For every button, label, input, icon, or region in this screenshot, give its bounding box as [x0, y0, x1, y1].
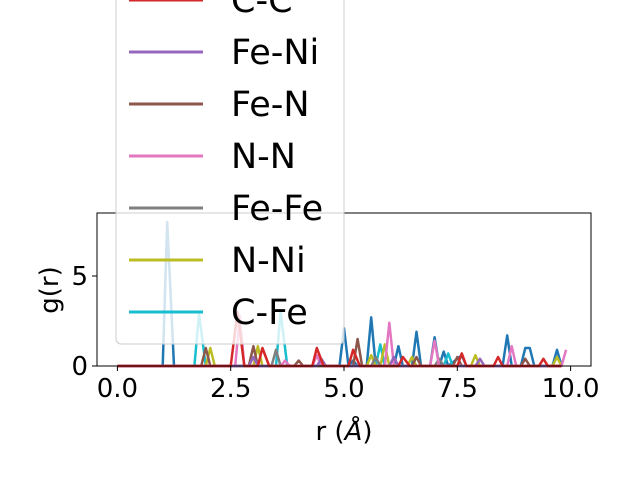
legend-label-fe-fe: Fe-Fe [231, 189, 323, 229]
x-tick-label: 10.0 [542, 374, 600, 404]
series-line-fe-fe [117, 348, 562, 368]
y-axis-label: g(r) [35, 266, 65, 313]
legend-label-fe-n: Fe-N [231, 85, 310, 125]
legend-box [115, 0, 345, 345]
y-tick-label: 0 [71, 352, 88, 382]
x-axis-label: r (Å) [315, 415, 372, 447]
ticks-layer: 0.0 2.5 5.0 7.5 10.0 0 5 [71, 262, 599, 404]
legend-label-c-c: C-C [231, 0, 293, 21]
x-tick-label: 0.0 [97, 374, 138, 404]
legend-label-fe-ni: Fe-Ni [231, 33, 319, 73]
x-tick-label: 2.5 [210, 374, 251, 404]
x-tick-label: 5.0 [323, 374, 364, 404]
legend-label-n-n: N-N [231, 137, 296, 177]
legend: C-C Fe-Ni Fe-N N-N Fe-Fe N-Ni C-Fe [115, 0, 345, 345]
legend-label-n-ni: N-Ni [231, 241, 306, 281]
y-tick-label: 5 [71, 262, 88, 292]
x-tick-label: 7.5 [437, 374, 478, 404]
legend-label-c-fe: C-Fe [231, 293, 308, 333]
